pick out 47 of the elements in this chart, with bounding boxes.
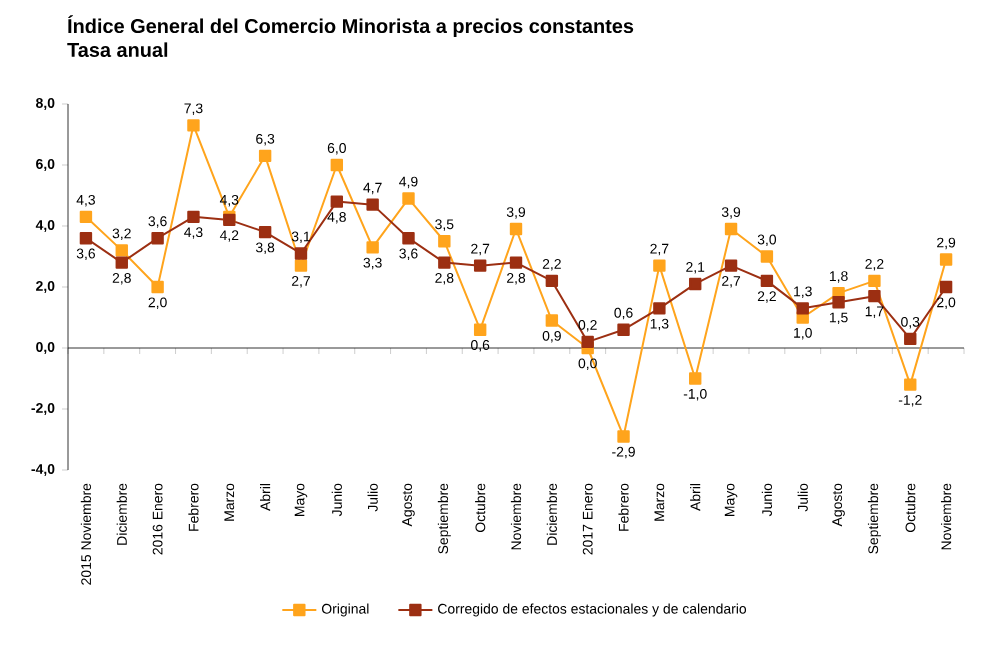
point xyxy=(151,231,164,245)
point xyxy=(258,225,272,239)
point xyxy=(366,241,379,254)
point xyxy=(330,195,344,208)
point xyxy=(438,235,451,248)
point xyxy=(617,430,630,443)
point xyxy=(115,256,128,269)
point xyxy=(115,244,128,257)
point xyxy=(760,250,774,263)
point xyxy=(939,280,953,294)
point xyxy=(438,256,451,269)
point xyxy=(509,222,523,236)
point xyxy=(187,210,200,224)
point xyxy=(868,274,881,288)
point xyxy=(294,247,308,260)
point xyxy=(939,253,953,266)
point xyxy=(653,259,666,272)
point xyxy=(868,289,881,303)
point xyxy=(402,192,415,205)
point xyxy=(258,149,272,163)
point xyxy=(79,231,93,245)
point xyxy=(689,277,702,291)
point xyxy=(402,231,415,245)
point xyxy=(473,323,487,336)
point xyxy=(724,222,738,236)
point xyxy=(294,259,308,272)
point xyxy=(653,302,666,315)
point xyxy=(545,274,559,288)
point xyxy=(689,372,702,385)
point xyxy=(760,274,774,288)
point xyxy=(473,259,487,272)
point xyxy=(330,158,344,172)
point xyxy=(832,296,845,309)
point xyxy=(509,256,523,269)
point xyxy=(366,198,379,211)
point xyxy=(545,314,559,327)
point xyxy=(796,302,809,315)
point xyxy=(904,332,917,346)
point xyxy=(151,280,164,294)
point xyxy=(79,210,93,224)
point xyxy=(581,335,594,349)
point xyxy=(617,323,630,336)
point xyxy=(724,259,738,272)
point xyxy=(187,119,200,132)
chart-subtitle: Tasa anual xyxy=(67,42,168,57)
point xyxy=(904,378,917,391)
chart-title: Índice General del Comercio Minorista a precios constantes xyxy=(68,15,634,38)
